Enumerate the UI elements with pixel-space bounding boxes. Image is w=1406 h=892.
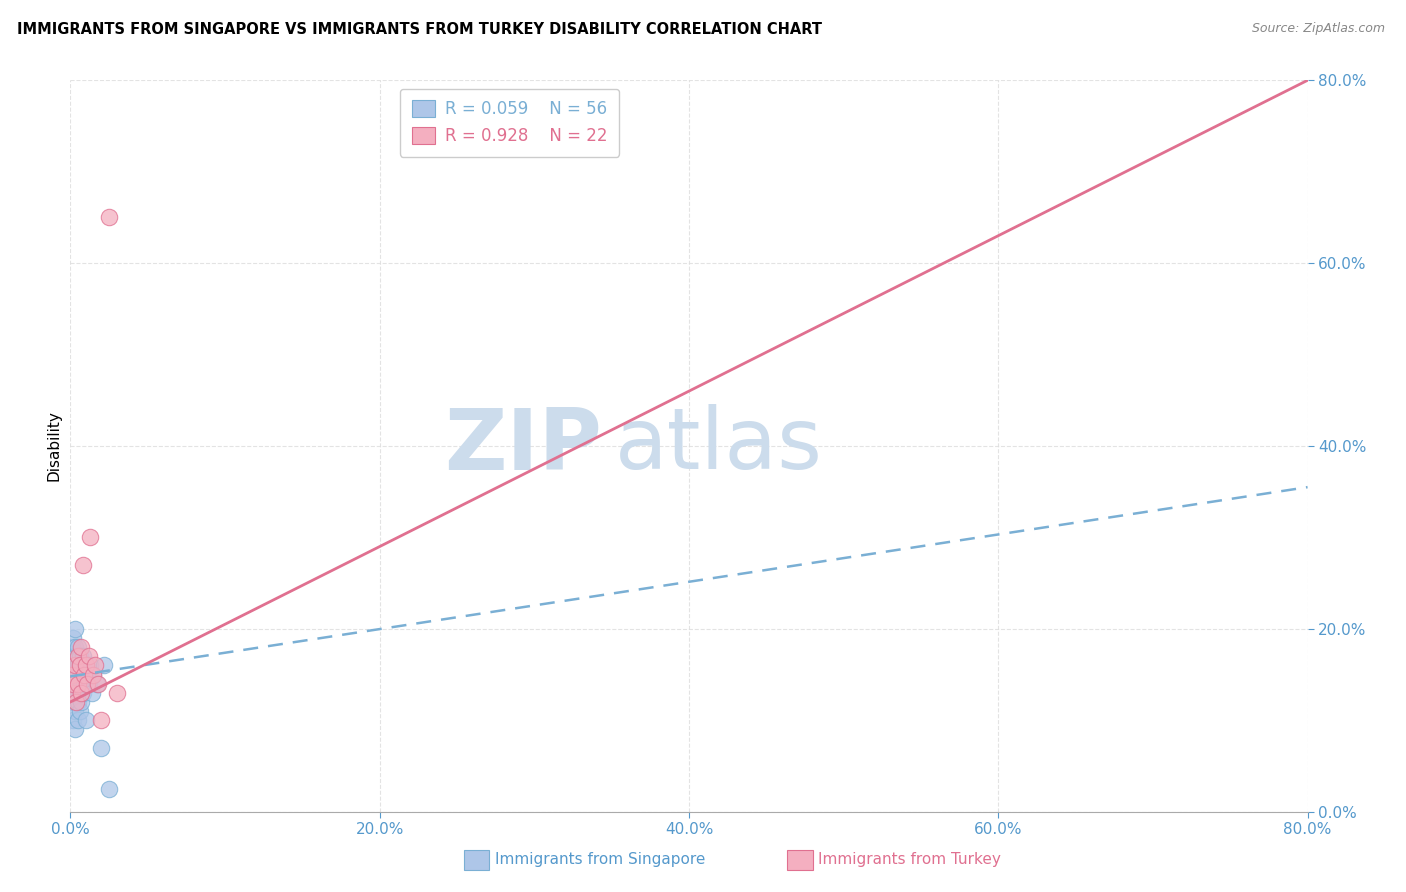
Point	[62, 631, 84, 645]
Point	[79, 530, 101, 544]
Point	[62, 649, 84, 664]
Point	[65, 667, 87, 681]
Point	[60, 667, 83, 681]
Point	[62, 667, 84, 681]
Point	[72, 686, 94, 700]
Point	[60, 640, 83, 655]
Point	[70, 686, 93, 700]
Point	[69, 649, 91, 664]
Point	[62, 676, 84, 690]
Point	[63, 622, 86, 636]
Point	[70, 695, 93, 709]
Point	[69, 704, 91, 718]
Text: IMMIGRANTS FROM SINGAPORE VS IMMIGRANTS FROM TURKEY DISABILITY CORRELATION CHART: IMMIGRANTS FROM SINGAPORE VS IMMIGRANTS …	[17, 22, 823, 37]
Point	[63, 649, 86, 664]
Point	[67, 640, 90, 655]
Point	[76, 676, 98, 690]
Point	[93, 658, 115, 673]
Point	[65, 658, 87, 673]
Point	[73, 676, 96, 690]
Point	[69, 686, 91, 700]
Point	[90, 714, 112, 728]
Point	[60, 649, 83, 664]
Point	[82, 667, 105, 681]
Point	[70, 676, 93, 690]
Point	[62, 695, 84, 709]
Point	[60, 667, 83, 681]
Point	[67, 667, 90, 681]
Point	[70, 658, 93, 673]
Point	[86, 676, 108, 690]
Point	[62, 658, 84, 673]
Point	[69, 667, 91, 681]
Y-axis label: Disability: Disability	[46, 410, 62, 482]
Point	[60, 676, 83, 690]
Point	[63, 658, 86, 673]
Point	[65, 695, 87, 709]
Point	[76, 667, 98, 681]
Point	[77, 676, 100, 690]
Point	[67, 695, 90, 709]
Point	[79, 658, 101, 673]
Point	[84, 658, 107, 673]
Point	[98, 781, 120, 796]
Point	[62, 686, 84, 700]
Point	[65, 676, 87, 690]
Point	[72, 667, 94, 681]
Point	[63, 640, 86, 655]
Point	[80, 686, 103, 700]
Point	[67, 714, 90, 728]
Point	[105, 686, 128, 700]
Point	[65, 695, 87, 709]
Point	[67, 676, 90, 690]
Point	[63, 704, 86, 718]
Point	[75, 658, 97, 673]
Text: Immigrants from Turkey: Immigrants from Turkey	[818, 853, 1001, 867]
Point	[63, 686, 86, 700]
Point	[67, 658, 90, 673]
Point	[62, 714, 84, 728]
Point	[73, 667, 96, 681]
Point	[98, 211, 120, 225]
Point	[62, 676, 84, 690]
Point	[63, 667, 86, 681]
Point	[69, 658, 91, 673]
Point	[75, 658, 97, 673]
Point	[72, 558, 94, 572]
Point	[67, 676, 90, 690]
Point	[63, 723, 86, 737]
Text: ZIP: ZIP	[444, 404, 602, 488]
Point	[70, 640, 93, 655]
Point	[75, 714, 97, 728]
Point	[63, 676, 86, 690]
Text: atlas: atlas	[614, 404, 823, 488]
Point	[90, 740, 112, 755]
Point	[65, 649, 87, 664]
Point	[60, 686, 83, 700]
Legend: R = 0.059    N = 56, R = 0.928    N = 22: R = 0.059 N = 56, R = 0.928 N = 22	[399, 88, 619, 157]
Point	[65, 686, 87, 700]
Point	[60, 658, 83, 673]
Point	[72, 649, 94, 664]
Point	[82, 667, 105, 681]
Text: Immigrants from Singapore: Immigrants from Singapore	[495, 853, 706, 867]
Point	[87, 676, 110, 690]
Point	[77, 649, 100, 664]
Text: Source: ZipAtlas.com: Source: ZipAtlas.com	[1251, 22, 1385, 36]
Point	[63, 658, 86, 673]
Point	[67, 649, 90, 664]
